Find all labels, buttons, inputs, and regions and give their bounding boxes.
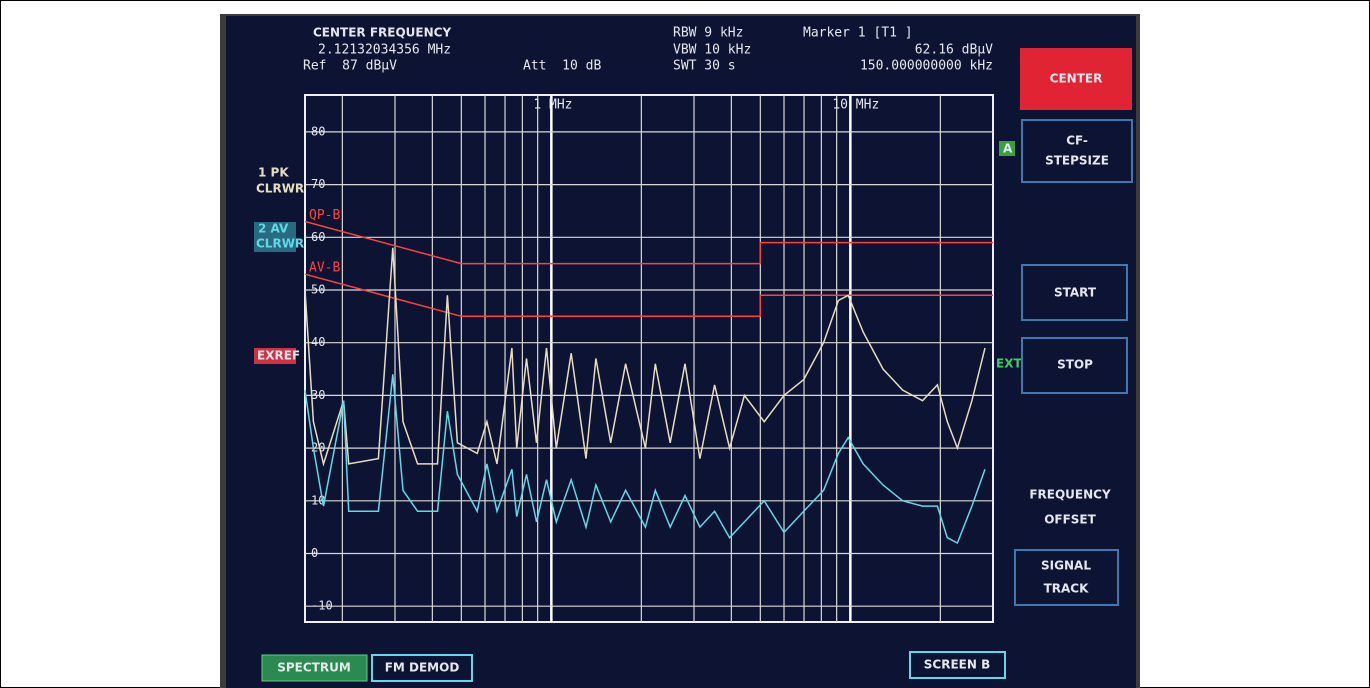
y-tick-label: 50	[311, 282, 325, 296]
marker-level: 62.16 dBµV	[915, 43, 993, 58]
exref-box	[254, 348, 296, 364]
y-tick-label: 40	[311, 335, 325, 349]
a-box	[999, 141, 1015, 156]
marker-label: Marker 1 [T1 ]	[803, 26, 913, 41]
x-tick-label: 10 MHz	[832, 98, 879, 113]
display	[226, 16, 1136, 688]
a-flag: A	[1003, 142, 1013, 156]
softkey[interactable]	[1021, 264, 1128, 321]
trace-2-mode: CLRWR	[256, 237, 304, 251]
trace-2-label: 2 AV	[258, 222, 289, 236]
rbw: RBW 9 kHz	[673, 26, 743, 41]
softkey-label: SIGNAL	[1041, 559, 1091, 573]
y-tick-label: 0	[311, 546, 318, 560]
tab-label: FM DEMOD	[385, 661, 460, 675]
y-tick-label: 60	[311, 230, 325, 244]
limit-line	[304, 273, 993, 318]
softkey-label: CF-	[1066, 134, 1088, 148]
limit-label: AV-B	[309, 261, 340, 276]
softkey-label: STEPSIZE	[1045, 154, 1109, 168]
softkey-label: TRACK	[1044, 582, 1090, 596]
y-tick-label: 70	[311, 177, 325, 191]
y-tick-label: 30	[311, 388, 325, 402]
trace-1-mode: CLRWR	[256, 182, 304, 196]
y-tick-label: 80	[311, 124, 325, 138]
center-label: CENTER FREQUENCY	[313, 26, 451, 40]
softkey-label: CENTER	[1050, 72, 1103, 86]
ext-flag: EXT	[996, 357, 1022, 371]
marker-frequency: 150.000000000 kHz	[860, 59, 993, 74]
tab-label: SPECTRUM	[277, 661, 351, 675]
softkey[interactable]	[1014, 549, 1119, 606]
swt: SWT 30 s	[673, 59, 736, 74]
tab[interactable]	[371, 654, 473, 682]
softkey-label: START	[1054, 286, 1097, 300]
y-tick-label: -10	[311, 599, 333, 613]
trace	[304, 374, 986, 545]
trace	[304, 247, 986, 467]
tab[interactable]	[261, 654, 368, 682]
exref-flag: EXREF	[257, 349, 300, 363]
softkey-label: OFFSET	[1044, 513, 1096, 527]
softkey-label: FREQUENCY	[1029, 488, 1111, 502]
vbw: VBW 10 kHz	[673, 43, 751, 58]
softkey[interactable]	[1021, 119, 1133, 183]
tab[interactable]	[909, 651, 1006, 679]
softkey-label: STOP	[1057, 358, 1093, 372]
plot-frame	[304, 94, 994, 623]
x-tick-label: 1 MHz	[533, 98, 572, 113]
center-value: 2.12132034356 MHz	[318, 43, 451, 58]
trace-1-label: 1 PK	[258, 166, 289, 180]
softkey[interactable]	[1020, 48, 1132, 110]
ref-level: Ref 87 dBµV	[303, 59, 397, 74]
softkey[interactable]	[1021, 337, 1128, 394]
trace-2-box	[254, 222, 296, 252]
limit-label: QP-B	[309, 208, 340, 223]
limit-line	[304, 220, 993, 265]
tab-label: SCREEN B	[924, 658, 990, 672]
attenuation: Att 10 dB	[523, 59, 601, 74]
